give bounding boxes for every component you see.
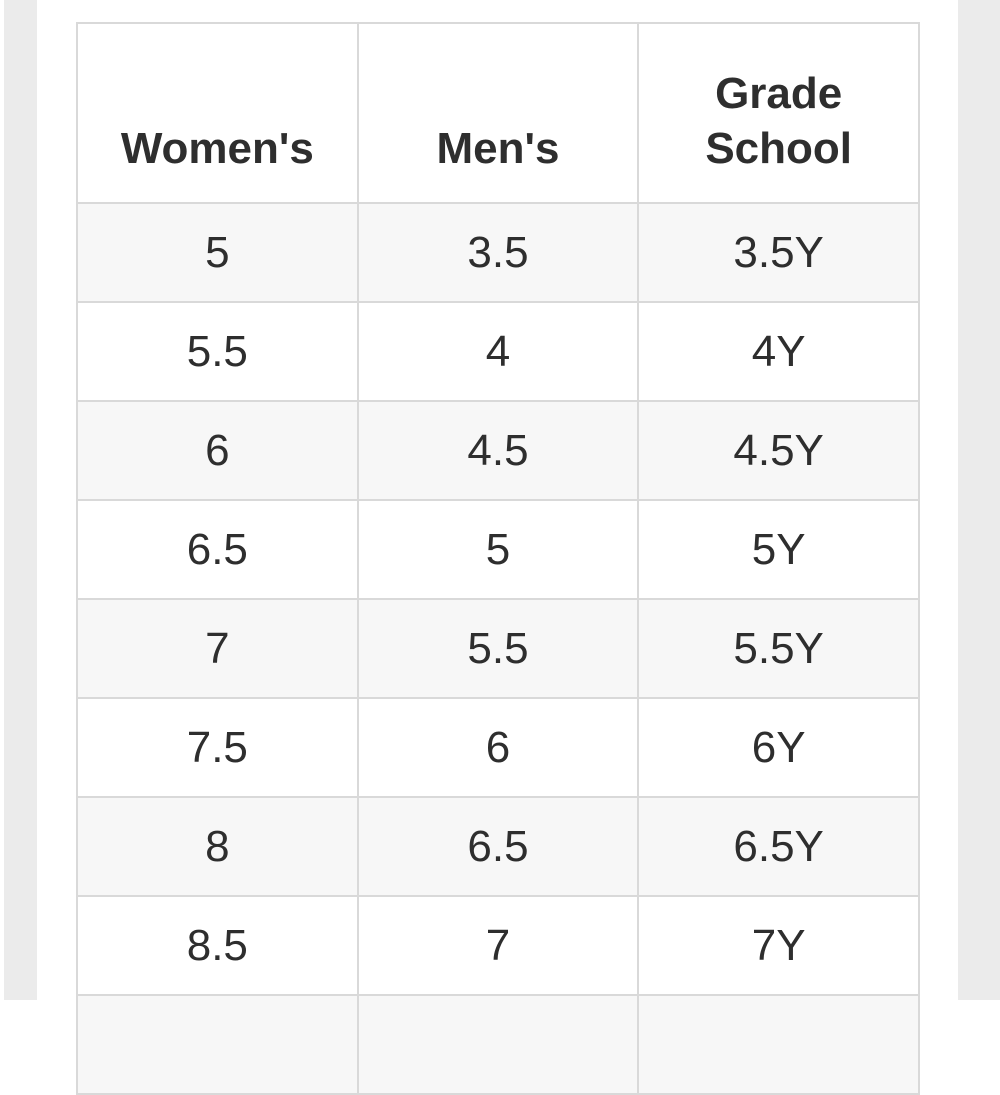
size-cell <box>76 994 359 1095</box>
table-row: 5.5 4 4Y <box>76 301 920 402</box>
size-cell: 3.5Y <box>637 202 920 303</box>
size-cell: 8 <box>76 796 359 897</box>
size-cell: 5.5 <box>76 301 359 402</box>
table-header: Women's Men's Grade School <box>76 22 920 204</box>
left-gutter <box>4 0 37 1000</box>
column-header-grade-school: Grade School <box>637 22 920 204</box>
size-cell: 6.5 <box>76 499 359 600</box>
size-cell: 5.5 <box>356 598 640 699</box>
table-row: 6 4.5 4.5Y <box>76 400 920 501</box>
header-row: Women's Men's Grade School <box>76 22 920 204</box>
size-cell <box>637 994 920 1095</box>
size-cell: 7 <box>76 598 359 699</box>
size-cell: 3.5 <box>356 202 640 303</box>
size-cell: 4 <box>356 301 640 402</box>
column-header-mens: Men's <box>356 22 640 204</box>
size-cell: 4.5 <box>356 400 640 501</box>
size-cell: 7.5 <box>76 697 359 798</box>
column-header-womens: Women's <box>76 22 359 204</box>
size-cell: 4Y <box>637 301 920 402</box>
table-body: 5 3.5 3.5Y 5.5 4 4Y 6 4.5 4.5Y 6.5 5 5Y 7 5.5 5.5Y 7.5 6… <box>76 202 920 1095</box>
table-row: 6.5 5 5Y <box>76 499 920 600</box>
size-cell: 6Y <box>637 697 920 798</box>
size-cell: 5.5Y <box>637 598 920 699</box>
size-cell: 5Y <box>637 499 920 600</box>
size-cell: 5 <box>356 499 640 600</box>
size-cell: 7Y <box>637 895 920 996</box>
size-cell: 6.5 <box>356 796 640 897</box>
size-cell: 6.5Y <box>637 796 920 897</box>
table-row-partial <box>76 994 920 1095</box>
size-cell: 6 <box>356 697 640 798</box>
size-cell: 5 <box>76 202 359 303</box>
size-cell: 7 <box>356 895 640 996</box>
table-row: 5 3.5 3.5Y <box>76 202 920 303</box>
size-cell <box>356 994 640 1095</box>
table-row: 7 5.5 5.5Y <box>76 598 920 699</box>
table-row: 8 6.5 6.5Y <box>76 796 920 897</box>
size-cell: 6 <box>76 400 359 501</box>
size-cell: 4.5Y <box>637 400 920 501</box>
right-gutter <box>958 0 1000 1000</box>
size-cell: 8.5 <box>76 895 359 996</box>
table-row: 7.5 6 6Y <box>76 697 920 798</box>
shoe-size-conversion-table: Women's Men's Grade School 5 3.5 3.5Y 5.5 4 4… <box>76 22 920 1095</box>
table-row: 8.5 7 7Y <box>76 895 920 996</box>
